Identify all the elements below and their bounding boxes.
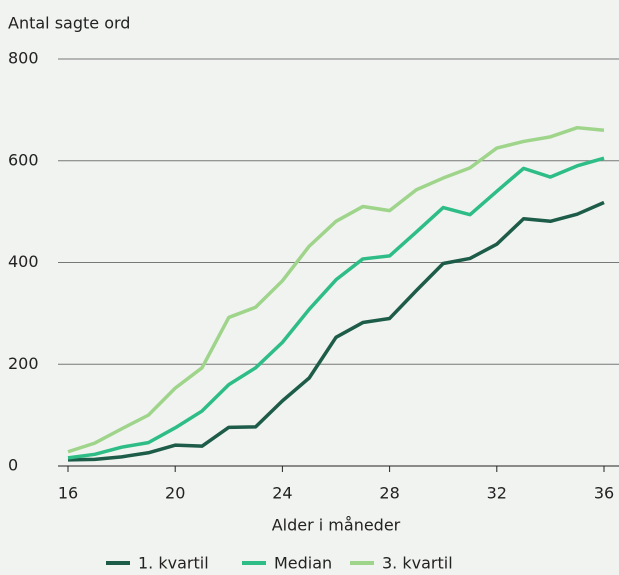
- series-line: [67, 200, 605, 462]
- y-axis-title: Antal sagte ord: [8, 14, 130, 33]
- y-tick-label: 400: [8, 252, 39, 271]
- x-tick-label: 28: [379, 484, 399, 503]
- legend-label: 3. kvartil: [382, 554, 453, 573]
- series-line: [67, 125, 605, 454]
- y-tick-label: 800: [8, 49, 39, 68]
- legend-label: Median: [274, 554, 332, 573]
- y-tick-label: 0: [8, 456, 18, 475]
- legend-label: 1. kvartil: [138, 554, 209, 573]
- series-line: [67, 156, 605, 460]
- x-tick-label: 16: [58, 484, 78, 503]
- x-tick-label: 32: [487, 484, 507, 503]
- y-tick-label: 600: [8, 150, 39, 169]
- x-tick-label: 36: [594, 484, 614, 503]
- x-tick-label: 24: [272, 484, 292, 503]
- y-tick-label: 200: [8, 354, 39, 373]
- x-tick-label: 20: [165, 484, 185, 503]
- x-axis-title: Alder i måneder: [272, 516, 401, 535]
